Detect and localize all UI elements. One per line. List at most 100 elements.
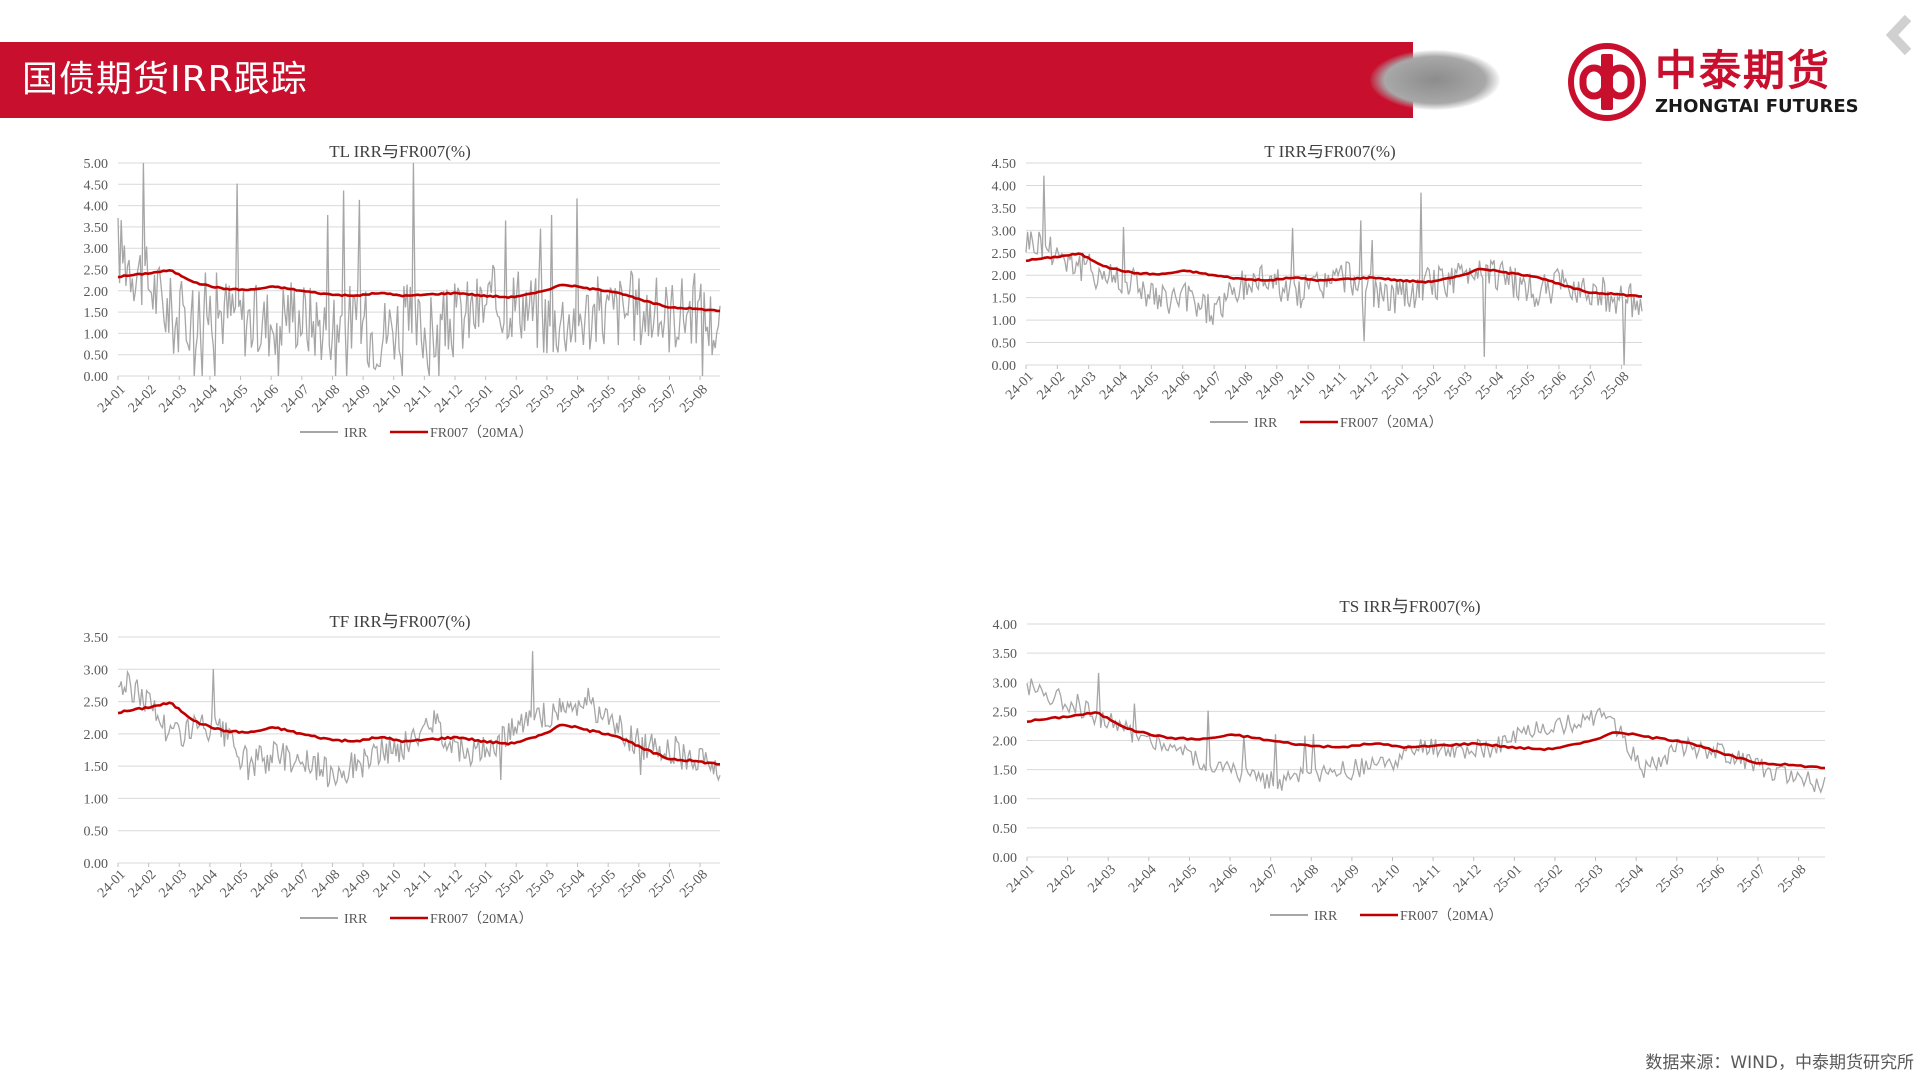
x-tick-label: 25-08	[677, 382, 711, 416]
x-tick-label: 24-04	[1097, 369, 1131, 403]
legend-fr007-label: FR007（20MA）	[430, 911, 533, 927]
x-tick-label: 24-11	[1317, 369, 1350, 402]
x-tick-label: 24-02	[1045, 862, 1079, 896]
x-tick-label: 24-03	[1085, 862, 1119, 896]
y-tick-label: 3.50	[992, 202, 1017, 217]
chart-ts-svg: TS IRR与FR007(%) 0.00 0.50 1.00 1.50 2.00 2.50 3…	[993, 597, 1826, 924]
y-tick-label: 4.00	[84, 200, 109, 215]
x-tick-label: 25-06	[616, 867, 650, 901]
fr007-series-line	[117, 268, 720, 313]
x-tick-label: 25-01	[1491, 862, 1525, 896]
x-tick-label: 25-04	[1473, 369, 1507, 403]
x-tick-label: 25-08	[677, 867, 711, 901]
chart-t-svg: T IRR与FR007(%) 0.00 0.50 1.00 1.50 2.00 2.50 3.…	[992, 145, 1643, 431]
y-tick-label: 1.50	[992, 292, 1017, 307]
y-tick-label: 3.00	[84, 663, 109, 678]
y-tick-label: 1.00	[84, 327, 109, 342]
chart-ts: TS IRR与FR007(%) 0.00 0.50 1.00 1.50 2.00 2.50 3…	[970, 570, 1850, 1025]
x-tick-label: 24-11	[402, 867, 435, 900]
x-tick-label: 25-05	[585, 382, 619, 416]
back-chevron-icon[interactable]	[1880, 10, 1920, 60]
x-tick-label: 24-06	[1160, 369, 1194, 403]
y-tick-label: 1.00	[993, 793, 1018, 808]
y-tick-label: 1.00	[84, 792, 109, 807]
x-tick-label: 25-07	[647, 382, 681, 416]
x-tick-label: 24-05	[218, 867, 252, 901]
x-tick-label: 24-08	[310, 867, 344, 901]
x-tick-label: 24-12	[1348, 369, 1382, 403]
legend-fr007-label: FR007（20MA）	[430, 425, 533, 441]
x-tick-label: 25-03	[1442, 369, 1476, 403]
x-tick-label: 24-04	[187, 382, 221, 416]
x-tick-label: 25-04	[1613, 862, 1647, 896]
y-tick-label: 3.00	[992, 224, 1017, 239]
x-tick-label: 24-09	[340, 382, 374, 416]
y-tick-label: 2.00	[84, 285, 109, 300]
legend-fr007-label: FR007（20MA）	[1400, 908, 1503, 924]
y-tick-label: 1.50	[993, 764, 1018, 779]
x-tick-label: 24-04	[187, 867, 221, 901]
legend-irr-label: IRR	[344, 426, 368, 441]
x-tick-label: 25-01	[463, 867, 497, 901]
x-tick-label: 25-04	[555, 867, 589, 901]
x-tick-label: 24-09	[1254, 369, 1288, 403]
x-tick-label: 24-10	[1370, 862, 1404, 896]
x-tick-label: 24-01	[95, 382, 129, 416]
x-tick-label: 24-12	[1451, 862, 1485, 896]
y-tick-label: 3.00	[84, 242, 109, 257]
x-tick-label: 24-03	[1066, 369, 1100, 403]
y-tick-label: 4.00	[992, 179, 1017, 194]
x-tick-label: 24-08	[310, 382, 344, 416]
x-tick-label: 24-09	[340, 867, 374, 901]
x-tick-label: 25-04	[555, 382, 589, 416]
chart-tf-svg: TF IRR与FR007(%) 0.00 0.50 1.00 1.50 2.00 2.50 3…	[84, 612, 721, 927]
x-tick-label: 24-08	[1223, 369, 1257, 403]
x-tick-label: 24-01	[1004, 862, 1038, 896]
x-tick-label: 24-02	[126, 382, 160, 416]
x-tick-label: 25-03	[524, 867, 558, 901]
x-tick-label: 24-03	[156, 382, 190, 416]
x-tick-label: 24-12	[432, 867, 466, 901]
y-tick-label: 2.00	[993, 735, 1018, 750]
chart-t: T IRR与FR007(%) 0.00 0.50 1.00 1.50 2.00 2.50 3.…	[970, 145, 1770, 545]
x-tick-label: 25-07	[647, 867, 681, 901]
x-tick-label: 25-03	[524, 382, 558, 416]
x-tick-label: 24-04	[1126, 862, 1160, 896]
x-tick-label: 24-02	[126, 867, 160, 901]
x-tick-label: 24-01	[95, 867, 129, 901]
chart-title: TL IRR与FR007(%)	[329, 145, 471, 161]
y-tick-label: 0.50	[992, 337, 1017, 352]
y-tick-label: 2.00	[992, 269, 1017, 284]
y-tick-label: 4.50	[992, 157, 1017, 172]
chart-tl: TL IRR与FR007(%) 0.00 0.50 1.00 1.50 2.00 2.50 3…	[60, 145, 900, 560]
y-tick-label: 0.50	[84, 825, 109, 840]
x-tick-label: 24-12	[432, 382, 466, 416]
x-tick-label: 24-05	[1129, 369, 1163, 403]
x-tick-label: 25-02	[493, 382, 527, 416]
x-tick-label: 24-06	[248, 382, 282, 416]
x-tick-label: 25-02	[493, 867, 527, 901]
chart-title: TS IRR与FR007(%)	[1339, 597, 1480, 616]
y-tick-label: 5.00	[84, 157, 109, 172]
data-source-note: 数据来源：WIND，中泰期货研究所	[1645, 1053, 1914, 1073]
x-tick-label: 25-05	[1654, 862, 1688, 896]
legend-irr-label: IRR	[344, 912, 368, 927]
x-tick-label: 25-02	[1532, 862, 1566, 896]
y-tick-label: 4.50	[84, 178, 109, 193]
y-tick-label: 1.50	[84, 306, 109, 321]
x-tick-label: 24-02	[1034, 369, 1068, 403]
x-tick-label: 24-07	[279, 867, 313, 901]
irr-series-line	[117, 162, 721, 377]
chart-title: TF IRR与FR007(%)	[329, 612, 470, 631]
page-title: 国债期货IRR跟踪	[22, 59, 308, 100]
x-tick-label: 24-10	[1285, 369, 1319, 403]
y-tick-label: 4.00	[993, 618, 1018, 633]
x-tick-label: 24-06	[1207, 862, 1241, 896]
x-tick-label: 24-10	[371, 382, 405, 416]
logo-name-en: ZHONGTAI FUTURES	[1655, 96, 1859, 117]
x-tick-label: 24-06	[248, 867, 282, 901]
legend-irr-label: IRR	[1254, 416, 1278, 431]
fr007-series-line	[1026, 711, 1825, 770]
header-shadow-decoration	[1370, 50, 1500, 110]
y-tick-label: 0.00	[84, 857, 109, 872]
